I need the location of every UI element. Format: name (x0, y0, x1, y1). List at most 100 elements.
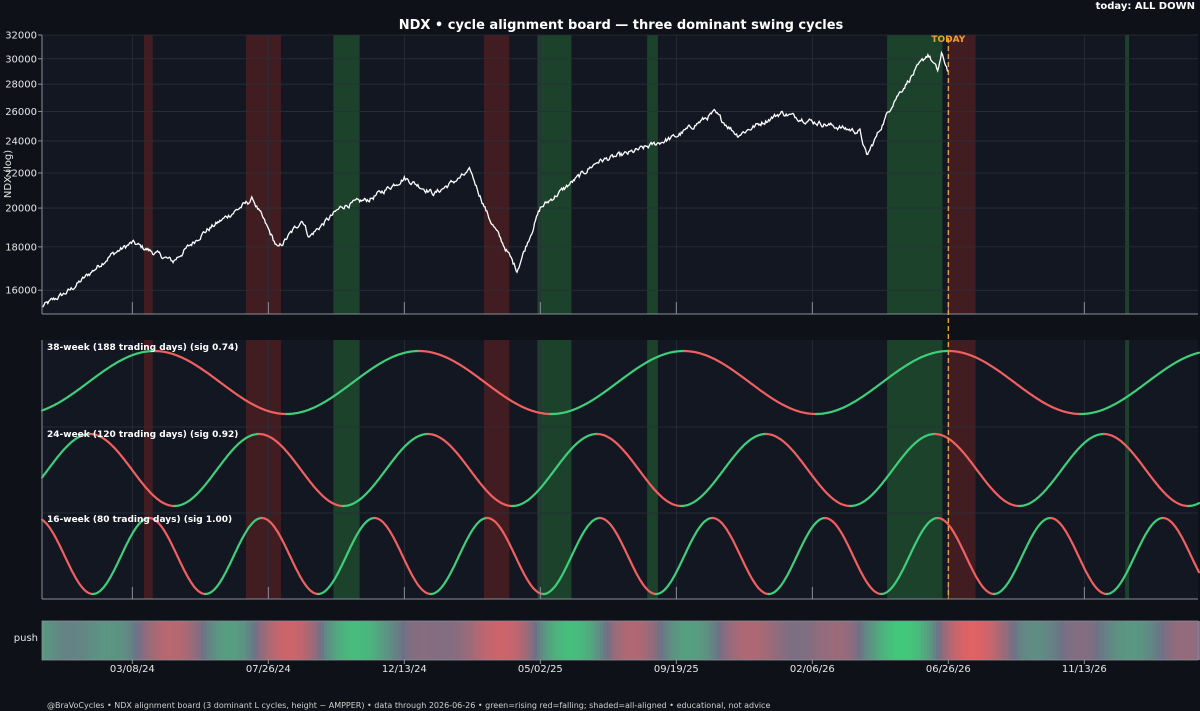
push-cell (888, 621, 892, 660)
aligned-zone-shade (887, 340, 943, 599)
push-cell (1020, 621, 1024, 660)
push-cell (786, 621, 790, 660)
aligned-zone-shade (484, 340, 510, 599)
push-cell (195, 621, 199, 660)
aligned-zone-shade (887, 35, 943, 314)
push-cell (465, 621, 469, 660)
push-cell (417, 621, 421, 660)
push-cell (357, 621, 361, 660)
push-cell (1041, 621, 1045, 660)
push-cell (705, 621, 709, 660)
price-y-tick-label: 32000 (5, 31, 37, 42)
push-cell (987, 621, 991, 660)
push-cell (978, 621, 982, 660)
push-cell (945, 621, 949, 660)
push-cell (1065, 621, 1069, 660)
push-cell (342, 621, 346, 660)
push-cell (381, 621, 385, 660)
cycle-wave-segment (40, 432, 91, 479)
push-cell (165, 621, 169, 660)
push-cell (999, 621, 1003, 660)
push-cell (1110, 621, 1114, 660)
push-cell (810, 621, 814, 660)
aligned-zone-shade (333, 340, 360, 599)
push-cell (207, 621, 211, 660)
cycle-label: 16-week (80 trading days) (sig 1.00) (47, 515, 232, 525)
push-cell (1005, 621, 1009, 660)
push-cell (1047, 621, 1051, 660)
push-cell (351, 621, 355, 660)
push-cell (825, 621, 829, 660)
cycle-wave-segment (549, 349, 686, 416)
push-cell (912, 621, 916, 660)
push-cell (933, 621, 937, 660)
aligned-zone-shade (948, 35, 976, 314)
push-cell (630, 621, 634, 660)
push-cell (942, 621, 946, 660)
push-cell (537, 621, 541, 660)
push-cell (276, 621, 280, 660)
push-cell (246, 621, 250, 660)
cycle-x-ticks (131, 587, 1085, 599)
price-y-tick-label: 20000 (5, 204, 37, 215)
push-cell (531, 621, 535, 660)
cycle-wave-segment (947, 349, 1082, 416)
push-cell (792, 621, 796, 660)
push-cell (54, 621, 58, 660)
push-cell (57, 621, 61, 660)
push-cell (345, 621, 349, 660)
push-cell (1191, 621, 1195, 660)
push-cell (96, 621, 100, 660)
push-cell (117, 621, 121, 660)
push-cell (510, 621, 514, 660)
push-cell (723, 621, 727, 660)
push-cell (819, 621, 823, 660)
push-cell (864, 621, 868, 660)
push-cell (906, 621, 910, 660)
push-cell (780, 621, 784, 660)
push-cell (876, 621, 880, 660)
cycle-wave-segment (204, 516, 263, 596)
push-cell (324, 621, 328, 660)
cycle-wave-segment (511, 432, 598, 508)
push-cell (645, 621, 649, 660)
cycle-wave-segment (373, 516, 432, 596)
push-label: push (14, 633, 38, 644)
cycle-wave-segment (595, 432, 683, 508)
push-cell (762, 621, 766, 660)
price-y-tick-label: 18000 (5, 242, 37, 253)
push-cell (1122, 621, 1126, 660)
push-cell (765, 621, 769, 660)
price-y-ticks: 16000 18000 20000 22000 24000 26000 28000 30000… (5, 31, 42, 297)
push-cell (726, 621, 730, 660)
push-cell (306, 621, 310, 660)
push-cell (1164, 621, 1168, 660)
cycle-wave-segment (823, 516, 883, 596)
push-cell (1032, 621, 1036, 660)
push-cell (1143, 621, 1147, 660)
cycle-wave-segment (417, 349, 553, 416)
push-cell (444, 621, 448, 660)
push-cell (699, 621, 703, 660)
push-cell (534, 621, 538, 660)
push-cell (387, 621, 391, 660)
aligned-zone-shade (1125, 340, 1130, 599)
push-cell (429, 621, 433, 660)
push-cell (990, 621, 994, 660)
status-text: today: ALL DOWN (1096, 1, 1195, 12)
push-cell (180, 621, 184, 660)
cycle-wave-segment (683, 349, 818, 416)
push-cell (930, 621, 934, 660)
push-cell (93, 621, 97, 660)
push-cell (354, 621, 358, 660)
push-cell (234, 621, 238, 660)
push-cell (312, 621, 316, 660)
push-cell (192, 621, 196, 660)
push-cell (648, 621, 652, 660)
push-cell (711, 621, 715, 660)
cycle-wave-segment (849, 432, 936, 508)
push-cell (1038, 621, 1042, 660)
push-cell (774, 621, 778, 660)
cycle-grid (42, 340, 1198, 599)
push-cell (1155, 621, 1159, 660)
